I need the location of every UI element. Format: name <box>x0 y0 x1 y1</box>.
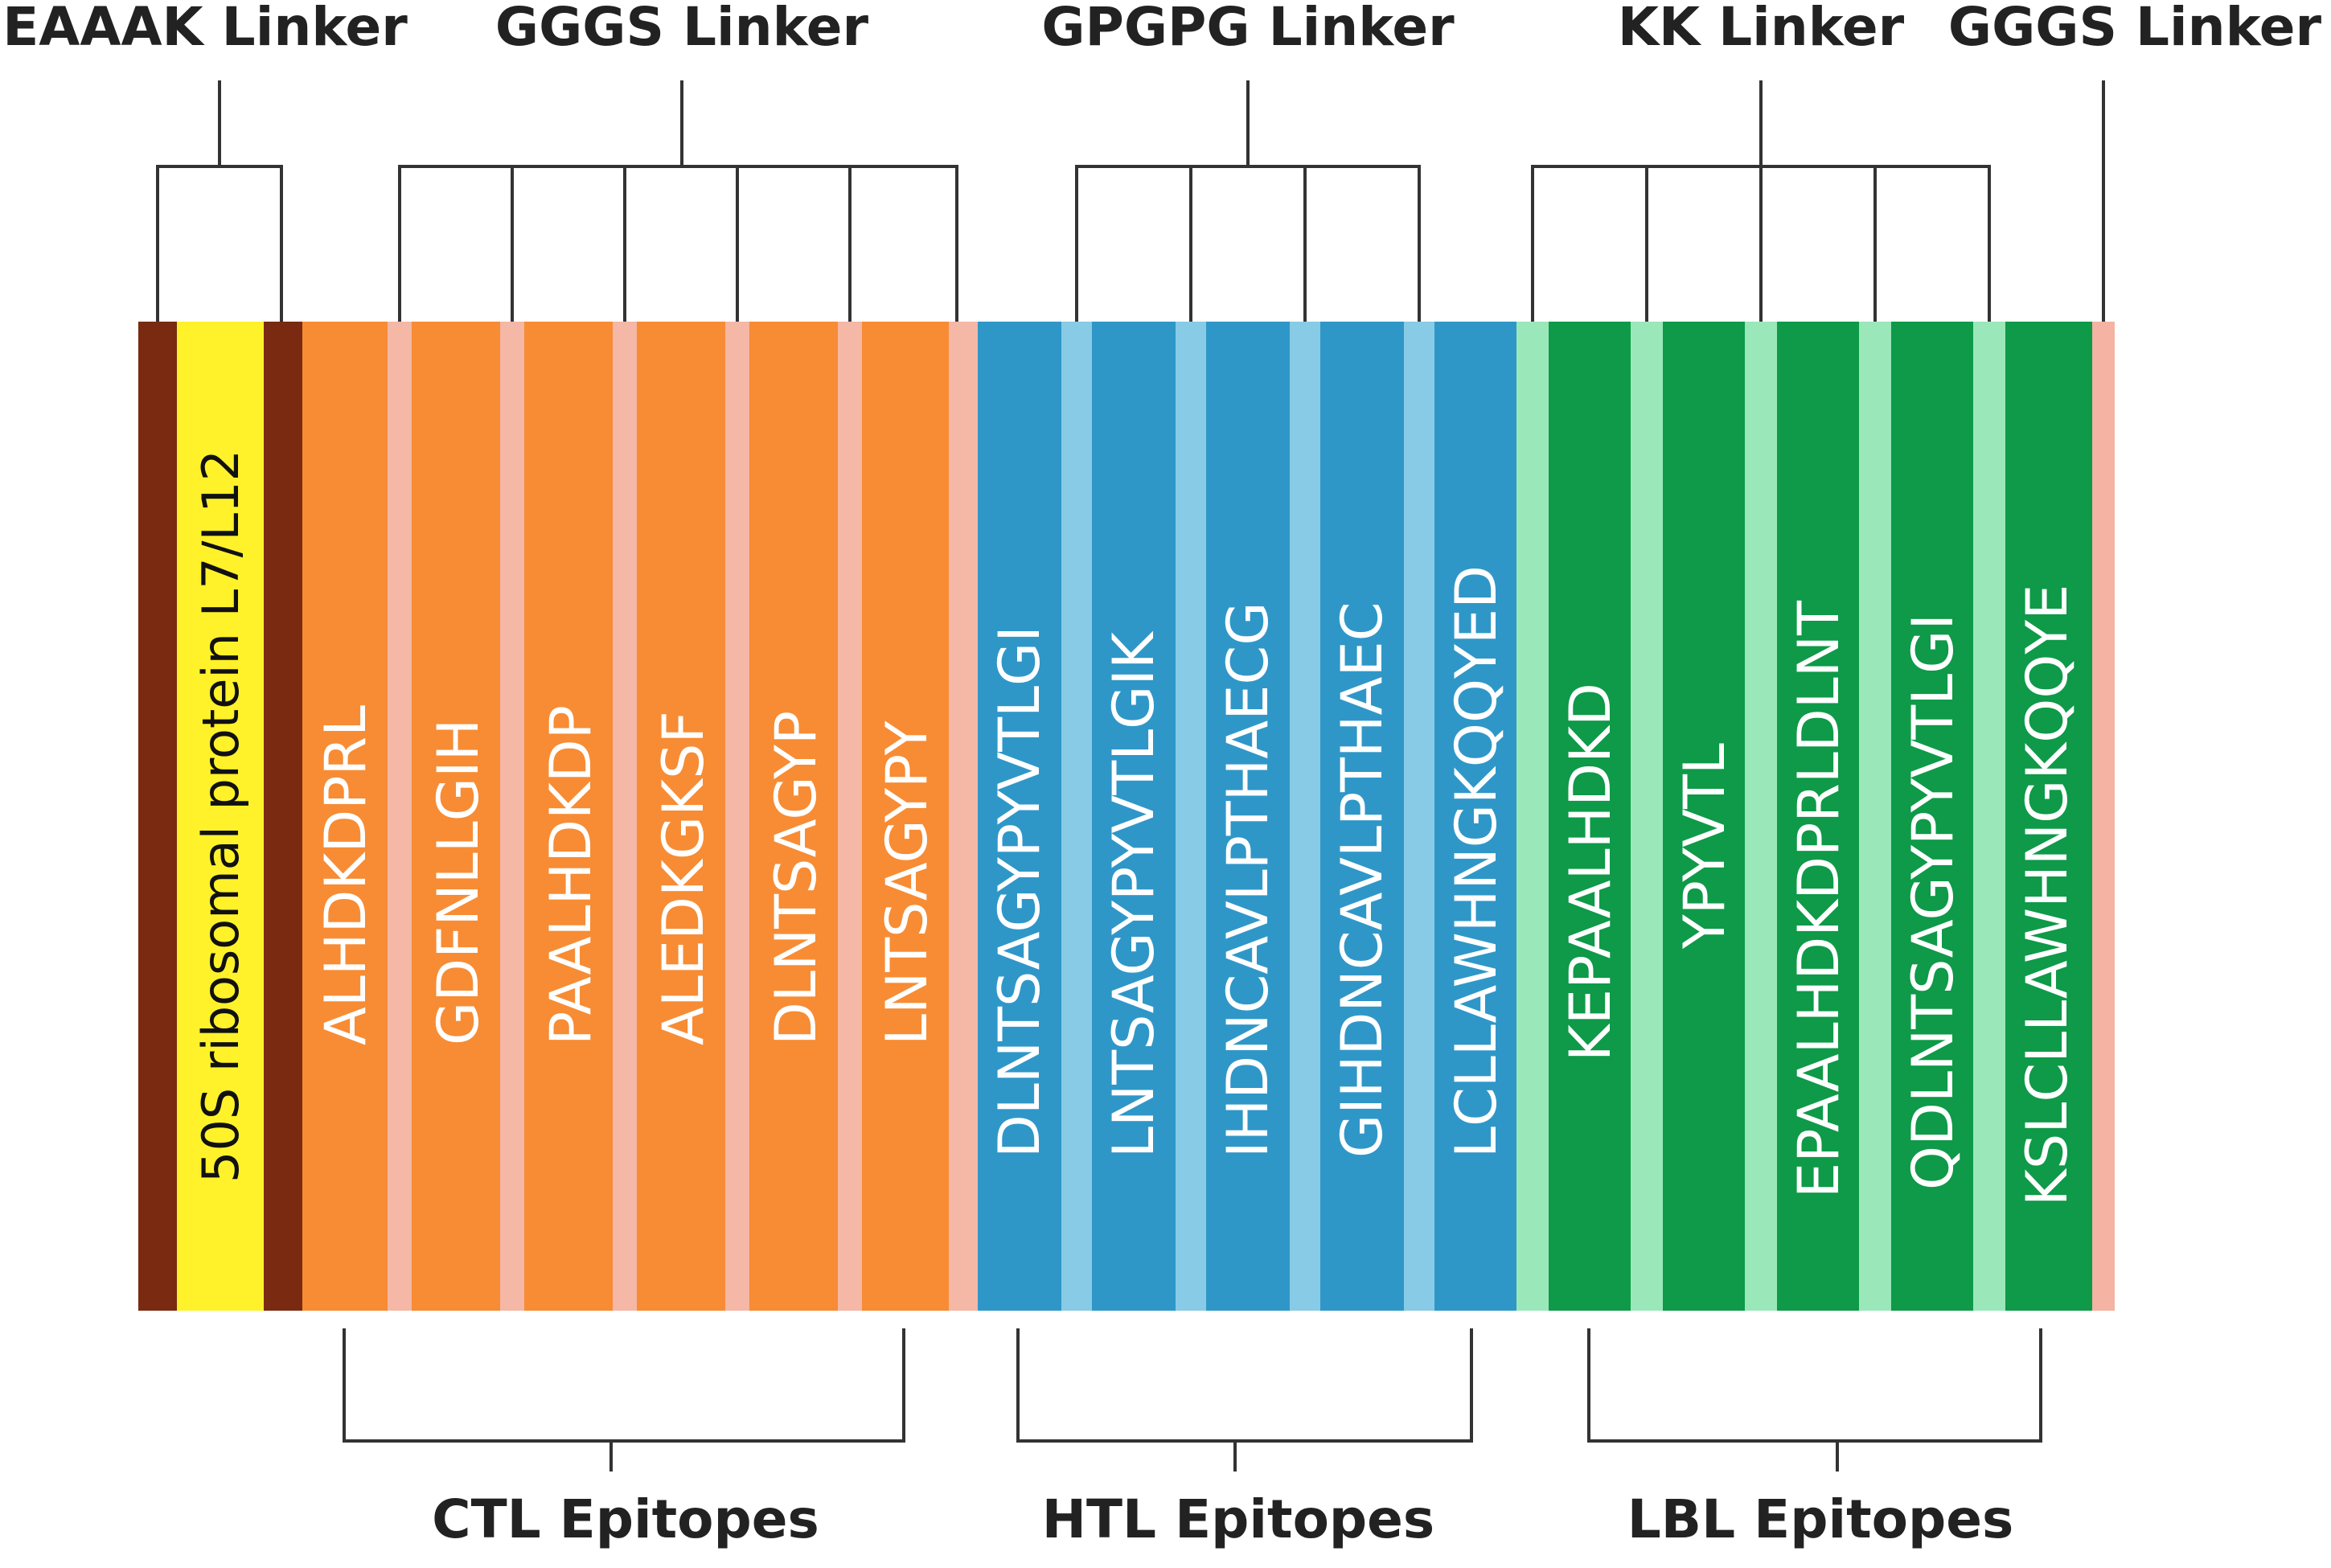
region-brackets <box>343 1328 2042 1472</box>
lbl-epitope-label: YPYVTL <box>1672 743 1738 950</box>
ggs-ctl-bracket <box>398 80 958 322</box>
region-labels: CTL Epitopes HTL Epitopes LBL Epitopes <box>432 1488 2013 1550</box>
ggs-end-linker-label: GGGS Linker <box>1948 0 2322 58</box>
segment-labels: 50S ribosomal protein L7/L12 ALHDKDPRL G… <box>191 449 2080 1206</box>
end-linker <box>2092 322 2115 1311</box>
eaaak-linker-right <box>264 322 302 1311</box>
ctl-epitope-label: LNTSAGYPY <box>874 720 940 1045</box>
htl-linker <box>1176 322 1206 1311</box>
htl-epitope-label: GIHDNCAVLPTHAEC <box>1329 601 1395 1158</box>
htl-epitopes-label: HTL Epitopes <box>1042 1488 1434 1550</box>
ctl-bracket <box>343 1328 905 1472</box>
lbl-linker <box>1973 322 2005 1311</box>
ctl-epitopes-label: CTL Epitopes <box>432 1488 819 1550</box>
gpgpg-linker-label: GPGPG Linker <box>1041 0 1455 58</box>
lbl-linker <box>1745 322 1777 1311</box>
eaaak-linker-label: EAAAK Linker <box>2 0 408 58</box>
adjuvant-label: 50S ribosomal protein L7/L12 <box>191 449 250 1183</box>
eaaak-bracket <box>156 80 283 322</box>
lbl-epitope-label: KSLCLLAWHNGKQQYE <box>2014 585 2080 1206</box>
ctl-linker <box>725 322 749 1311</box>
linker-labels: EAAAK Linker GGGS Linker GPGPG Linker KK… <box>2 0 2321 58</box>
construct-bar <box>138 322 2115 1311</box>
lbl-linker <box>1859 322 1891 1311</box>
htl-bracket <box>1016 1328 1473 1472</box>
htl-epitope-label: IHDNCAVLPTHAECG <box>1215 601 1281 1158</box>
ctl-linker <box>613 322 637 1311</box>
ctl-epitope-label: PAALHDKDP <box>538 705 604 1045</box>
gpgpg-bracket <box>1075 80 1421 322</box>
lbl-epitope-label: QDLNTSAGYPYVTLGI <box>1900 614 1966 1190</box>
eaaak-linker-left <box>138 322 177 1311</box>
ggs-ctl-linker-label: GGGS Linker <box>495 0 869 58</box>
htl-linker <box>1290 322 1320 1311</box>
linker-brackets <box>156 80 2105 322</box>
lbl-linker <box>1516 322 1549 1311</box>
ctl-linker <box>838 322 862 1311</box>
ctl-linker <box>949 322 978 1311</box>
lbl-epitopes-label: LBL Epitopes <box>1627 1488 2014 1550</box>
htl-linker <box>1404 322 1434 1311</box>
ctl-linker <box>500 322 524 1311</box>
htl-linker <box>1061 322 1092 1311</box>
htl-epitope-label: DLNTSAGYPYVTLGI <box>987 626 1053 1158</box>
ctl-epitope-label: DLNTSAGYP <box>763 711 829 1045</box>
lbl-epitope-label: KEPAALHDKD <box>1557 683 1623 1061</box>
kk-linker-label: KK Linker <box>1618 0 1905 58</box>
ctl-linker <box>388 322 412 1311</box>
adjuvant-segment <box>177 322 264 1311</box>
htl-epitope-label: LCLLAWHNGKQQYED <box>1443 565 1509 1158</box>
kk-bracket <box>1531 80 1991 322</box>
ctl-region-base <box>302 322 978 1311</box>
ctl-epitope-label: GDFNLLGIH <box>425 719 491 1045</box>
lbl-linker <box>1631 322 1663 1311</box>
lbl-epitope-label: EPAALHDKDPRLDLNT <box>1786 601 1852 1198</box>
htl-epitope-label: LNTSAGYPYVTLGIK <box>1101 630 1167 1158</box>
ctl-epitope-label: ALEDKGKSF <box>650 711 716 1045</box>
ctl-epitope-label: ALHDKDPRL <box>313 705 379 1045</box>
lbl-bracket <box>1587 1328 2042 1472</box>
